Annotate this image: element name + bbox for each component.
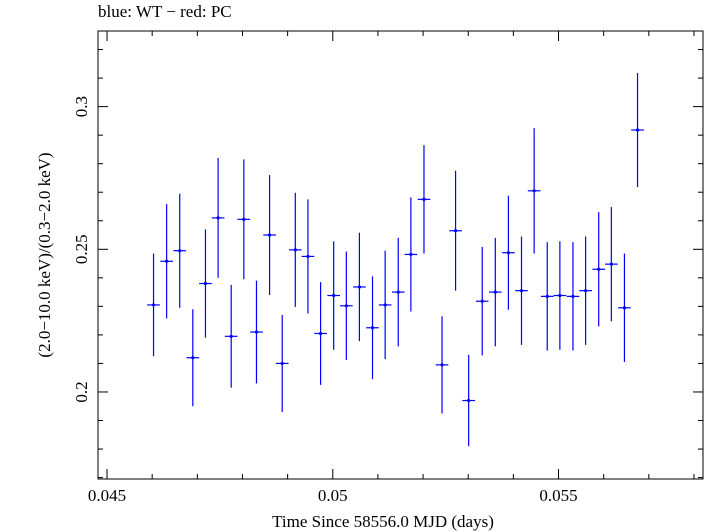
data-point [366,276,379,380]
point-marker [242,217,246,221]
y-axis-label: (2.0−10.0 keV)/(0.3−2.0 keV) [35,152,54,357]
point-marker [409,252,413,257]
point-marker [519,289,524,293]
data-point [275,314,289,412]
data-point [160,204,173,319]
x-tick-label: 0.045 [88,486,126,505]
point-marker [467,398,471,403]
x-tick-label: 0.05 [318,486,348,505]
point-marker [545,294,549,298]
point-marker [584,289,588,293]
point-marker [396,290,400,294]
data-point [173,193,187,308]
data-point [378,250,392,360]
data-point [404,197,418,312]
point-marker [293,248,297,252]
point-marker [493,290,497,294]
chart-title: blue: WT − red: PC [98,2,232,21]
point-marker [440,363,444,367]
point-marker [609,262,613,266]
point-marker [422,197,426,201]
point-marker [383,303,387,307]
data-point [147,253,160,357]
data-point [237,159,251,280]
point-marker [165,259,169,263]
point-marker [318,331,323,336]
data-point [435,316,449,414]
data-point [579,236,592,345]
x-tick-label: 0.055 [539,486,577,505]
point-marker [306,254,310,259]
data-point [327,241,340,350]
data-point [515,236,528,345]
point-marker [480,299,484,303]
point-marker [332,293,336,298]
point-marker [280,361,284,366]
data-point [475,247,489,356]
point-marker [191,356,195,360]
data-point [211,157,225,278]
plot-frame [97,30,704,480]
data-point [527,128,541,254]
data-point [263,175,276,295]
y-tick-label: 0.3 [72,96,91,117]
data-point [618,253,631,363]
point-marker [506,251,511,255]
data-point [288,192,302,307]
point-marker [229,334,233,338]
point-marker [571,294,575,298]
point-marker [597,267,601,271]
data-point [353,232,366,342]
point-marker [151,303,156,307]
point-marker [178,249,182,253]
point-marker [370,326,375,330]
data-point [592,212,606,327]
data-point [566,242,580,351]
data-point [502,195,515,310]
data-point [301,199,315,314]
data-point [462,354,475,447]
data-point [540,242,554,351]
point-marker [558,293,562,298]
data-point [488,237,502,347]
point-marker [357,285,362,289]
data-point [340,251,353,361]
data-point [449,170,462,291]
point-marker [254,330,259,334]
point-marker [344,304,348,308]
data-point [224,284,238,388]
y-tick-label: 0.2 [72,381,91,402]
data-point [417,145,431,254]
data-point [199,229,212,338]
point-marker [453,229,458,233]
y-tick-label: 0.25 [72,234,91,264]
data-point [631,72,644,188]
data-point [250,280,263,384]
x-axis-label: Time Since 58556.0 MJD (days) [272,512,494,531]
point-marker [216,216,220,220]
data-points [147,72,644,447]
data-point [391,237,405,347]
data-point [314,282,327,385]
point-marker [203,281,208,286]
data-point [186,309,200,407]
data-point [553,241,567,350]
tick-labels: 0.045 0.05 0.055 0.2 0.25 0.3 [72,96,578,505]
point-marker [622,306,627,310]
point-marker [635,128,640,132]
data-point [605,207,618,322]
point-marker [532,189,536,193]
point-marker [267,233,272,237]
axis-ticks [98,31,703,479]
